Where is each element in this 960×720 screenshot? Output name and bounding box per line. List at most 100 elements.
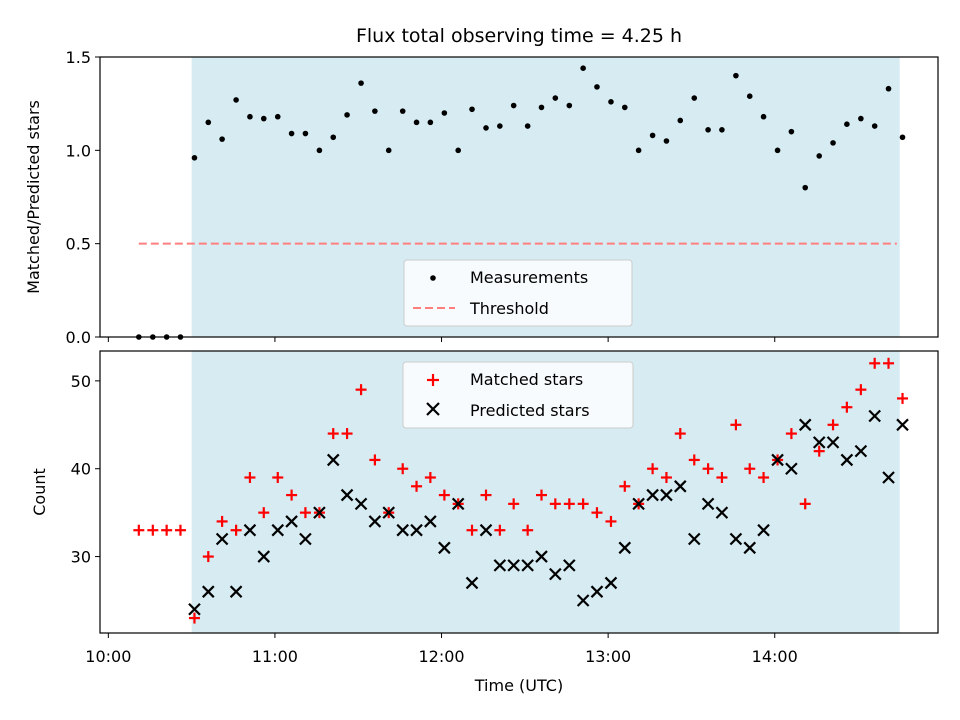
predicted-star-stroke [382, 506, 395, 519]
predicted-star-stroke [549, 567, 562, 581]
predicted-star-point [382, 506, 395, 519]
measurement-point [191, 155, 198, 161]
top-y-tick-label: 0.5 [66, 235, 91, 254]
predicted-star-point [868, 409, 881, 423]
measurement-point [510, 102, 517, 109]
measurement-point [705, 127, 711, 133]
measurement-point [399, 108, 406, 114]
matched-star-point [202, 551, 214, 563]
measurement-point [524, 123, 531, 129]
matched-star-point [299, 507, 311, 519]
predicted-star-stroke [243, 523, 257, 537]
predicted-star-point [451, 497, 465, 511]
predicted-star-stroke [576, 594, 590, 607]
matched-star-point [897, 392, 909, 404]
predicted-star-point [757, 523, 770, 537]
predicted-star-point [785, 462, 798, 475]
bottom-plot-frame [99, 350, 939, 634]
measurement-point [413, 119, 420, 126]
bottom-legend-box [402, 361, 634, 429]
matched-star-point [758, 472, 770, 484]
predicted-star-point [465, 576, 479, 590]
matched-star-point [716, 472, 728, 484]
x-tick-label: 11:00 [252, 647, 298, 666]
predicted-star-point [188, 603, 201, 616]
predicted-star-stroke [868, 409, 881, 423]
bottom-panel: 30 40 50 10:00 11:00 12:00 13:00 14:00 Count T… [30, 350, 939, 695]
predicted-star-stroke [563, 559, 576, 572]
matched-star-point [577, 498, 589, 510]
predicted-star-stroke [882, 471, 895, 484]
predicted-star-point [507, 559, 520, 572]
matched-star-point [549, 498, 561, 510]
predicted-star-stroke [479, 523, 493, 537]
matched-star-point [466, 524, 478, 536]
measurement-point [760, 113, 767, 120]
predicted-star-point [299, 532, 312, 546]
measurement-point [538, 104, 545, 111]
measurement-point [746, 93, 753, 99]
predicted-star-stroke [646, 488, 659, 502]
predicted-star-point [479, 523, 493, 537]
matched-star-point [230, 524, 242, 536]
measurement-point [483, 125, 489, 131]
predicted-star-point [673, 480, 687, 493]
measurement-point [871, 123, 878, 129]
x-tick-label: 13:00 [585, 647, 631, 666]
measurement-point [621, 104, 628, 111]
matched-star-point [494, 524, 506, 536]
predicted-star-point [410, 523, 423, 537]
predicted-star-stroke [632, 497, 645, 511]
predicted-star-point [840, 453, 854, 467]
matched-star-point [563, 498, 575, 510]
measurement-point [260, 115, 267, 122]
predicted-star-point [896, 418, 909, 432]
predicted-star-stroke [798, 418, 812, 432]
measurement-point [344, 112, 350, 118]
matched-star-point [647, 463, 659, 475]
predicted-star-point [521, 559, 534, 572]
measurement-point [316, 147, 323, 154]
matched-star-point [369, 454, 381, 466]
measurement-point [469, 106, 475, 113]
measurement-point [719, 127, 725, 133]
predicted-star-stroke [202, 585, 215, 598]
matched-star-point [605, 515, 617, 527]
predicted-star-stroke [660, 488, 673, 502]
predicted-star-point [854, 444, 868, 458]
predicted-star-point [646, 488, 659, 502]
legend-predicted-marker [426, 402, 440, 416]
predicted-star-stroke [687, 532, 701, 546]
measurement-point [205, 119, 212, 126]
predicted-star-point [882, 471, 895, 484]
matched-star-point [397, 463, 409, 475]
matched-star-point [660, 472, 672, 484]
predicted-star-stroke [271, 523, 285, 537]
predicted-star-point [424, 515, 437, 528]
predicted-star-point [202, 585, 215, 598]
predicted-star-stroke [896, 418, 909, 432]
measurement-point [733, 72, 739, 79]
top-panel: 0.0 0.5 1.0 1.5 Matched/Predicted stars Mea… [24, 48, 939, 347]
predicted-star-point [396, 523, 409, 537]
matched-star-point [258, 507, 270, 519]
predicted-star-point [535, 550, 548, 563]
predicted-star-point [743, 541, 757, 555]
matched-star-point [161, 524, 173, 536]
top-y-tick-label: 1.5 [66, 48, 91, 67]
bottom-y-ticks: 30 40 50 [71, 372, 100, 567]
measurement-point [455, 147, 461, 154]
predicted-star-point [618, 541, 632, 555]
measurement-point [497, 123, 503, 129]
predicted-star-stroke [535, 550, 548, 563]
matched-star-point [619, 480, 631, 492]
top-y-tick-label: 0.0 [66, 328, 91, 347]
matched-star-point [147, 524, 159, 536]
measurement-point [635, 147, 642, 154]
measurement-point [427, 119, 434, 126]
predicted-star-stroke [785, 462, 798, 475]
predicted-star-stroke [410, 523, 423, 537]
measurement-point [441, 110, 448, 116]
measurement-point [219, 136, 225, 142]
